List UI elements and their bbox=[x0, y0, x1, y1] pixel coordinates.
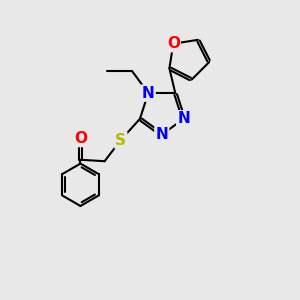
Text: N: N bbox=[142, 85, 155, 100]
Text: O: O bbox=[167, 36, 180, 51]
Text: N: N bbox=[155, 127, 168, 142]
Text: S: S bbox=[115, 133, 126, 148]
Text: N: N bbox=[177, 111, 190, 126]
Text: O: O bbox=[74, 131, 87, 146]
